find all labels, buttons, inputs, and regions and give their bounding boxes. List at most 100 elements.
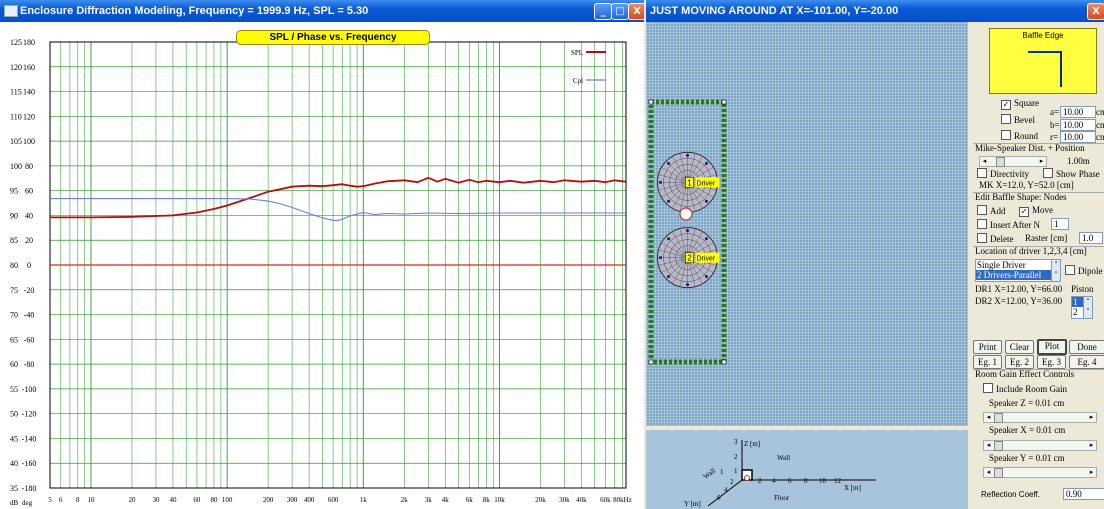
piston-spinner[interactable]: ˄ ˅ (1083, 296, 1093, 319)
speaker-x-slider[interactable]: ◂ ▸ (983, 440, 1097, 451)
example-4-button[interactable]: Eg. 4 (1069, 355, 1104, 369)
speaker-y-slider[interactable]: ◂ ▸ (983, 467, 1097, 478)
slider-thumb[interactable] (994, 413, 1003, 423)
baffle-node[interactable] (721, 359, 727, 365)
a-input[interactable]: 10.00 (1060, 106, 1096, 118)
x-tick-label: 30 (152, 496, 160, 504)
round-option[interactable]: Round (1001, 130, 1038, 141)
done-button[interactable]: Done (1069, 340, 1104, 354)
insert-after-option[interactable]: Insert After N (977, 219, 1040, 230)
baffle-outline[interactable] (648, 99, 727, 365)
slider-thumb[interactable] (994, 468, 1003, 478)
baffle-drawing-canvas[interactable]: 1 Driver 2 Driver (646, 22, 968, 426)
reflection-label: Reflection Coeff. (981, 490, 1040, 499)
move-node-option[interactable]: ✓ Move (1019, 205, 1053, 217)
baffle-node[interactable] (648, 99, 654, 105)
mike-speaker-label: Mike-Speaker Dist. + Position (975, 143, 1085, 153)
x-tick-label: 80kHz (613, 496, 632, 504)
piston-option-selected[interactable]: 1 (1072, 297, 1083, 307)
reflection-input[interactable]: 0.90 (1063, 488, 1104, 500)
x-tick-label: 10 (87, 496, 95, 504)
baffle-node[interactable] (721, 99, 727, 105)
driver-spoke (666, 236, 688, 258)
add-node-option[interactable]: Add (977, 205, 1006, 216)
bevel-checkbox[interactable] (1001, 114, 1011, 124)
speaker-z-slider[interactable]: ◂ ▸ (983, 412, 1097, 423)
x-tick-label: 10k (494, 496, 505, 504)
driver-mode-option-selected[interactable]: 2 Drivers-Parallel (976, 270, 1051, 280)
delete-checkbox[interactable] (977, 233, 987, 243)
edit-nodes-label: Edit Baffle Shape: Nodes (975, 192, 1067, 202)
round-checkbox[interactable] (1001, 130, 1011, 140)
example-3-button[interactable]: Eg. 3 (1037, 355, 1066, 369)
right-title-bar[interactable]: JUST MOVING AROUND AT X=-101.00, Y=-20.0… (646, 0, 1104, 22)
slider-left-arrow[interactable]: ◂ (986, 413, 991, 421)
move-checkbox[interactable]: ✓ (1019, 207, 1029, 217)
insert-after-checkbox[interactable] (977, 219, 987, 229)
slider-thumb[interactable] (994, 441, 1003, 451)
insert-after-input[interactable]: 1 (1051, 218, 1069, 230)
square-checkbox[interactable]: ✓ (1001, 100, 1011, 110)
add-checkbox[interactable] (977, 205, 987, 215)
slider-thumb[interactable] (996, 157, 1005, 167)
directivity-option[interactable]: Directivity (977, 168, 1029, 179)
right-close-button[interactable]: X (1087, 3, 1104, 20)
example-2-button[interactable]: Eg. 2 (1005, 355, 1034, 369)
x-tick-label: 400 (304, 496, 315, 504)
slider-right-arrow[interactable]: ▸ (1089, 413, 1094, 421)
driver-number: 1 (687, 178, 692, 187)
example-1-button[interactable]: Eg. 1 (973, 355, 1002, 369)
dipole-checkbox[interactable] (1065, 265, 1075, 275)
distance-slider[interactable]: ◂ ▸ (979, 156, 1047, 167)
slider-right-arrow[interactable]: ▸ (1089, 468, 1094, 476)
r-input[interactable]: 10.00 (1060, 131, 1096, 143)
spl-phase-chart: 125 180 120 160 115 140 110 120 105 100 100 80 95 60 9… (0, 22, 644, 509)
slider-right-arrow[interactable]: ▸ (1039, 157, 1044, 165)
driver-mode-list[interactable]: Single Driver 2 Drivers-Parallel (975, 259, 1052, 282)
slider-left-arrow[interactable]: ◂ (986, 468, 991, 476)
edge-shape-side (1060, 51, 1062, 87)
minimize-button[interactable]: _ (594, 3, 612, 20)
bevel-option[interactable]: Bevel (1001, 114, 1035, 125)
clear-button[interactable]: Clear (1005, 340, 1034, 354)
x-unit-label: deg (22, 499, 33, 507)
slider-left-arrow[interactable]: ◂ (982, 157, 987, 165)
b-input[interactable]: 10.00 (1060, 119, 1096, 131)
a-unit: cm (1096, 107, 1104, 117)
speaker-z-label: Speaker Z = 0.01 cm (989, 398, 1065, 408)
raster-input[interactable]: 1.0 (1079, 232, 1103, 244)
piston-option[interactable]: 2 (1073, 307, 1078, 317)
left-window-title: Enclosure Diffraction Modeling, Frequenc… (20, 5, 369, 17)
driver-mode-spinner[interactable]: ˄ ˅ (1051, 259, 1061, 282)
microphone-marker[interactable] (679, 207, 693, 221)
square-option[interactable]: ✓ Square (1001, 98, 1039, 110)
dipole-option[interactable]: Dipole (1065, 265, 1103, 276)
delete-node-option[interactable]: Delete (977, 233, 1013, 244)
x-tick-label: 2k (401, 496, 409, 504)
maximize-button[interactable]: □ (611, 3, 629, 20)
b-unit: cm (1096, 120, 1104, 130)
driver-number: 2 (687, 254, 692, 263)
y-tick-deg: 160 (23, 63, 35, 72)
include-room-gain-option[interactable]: Include Room Gain (983, 383, 1067, 394)
close-button[interactable]: X (628, 3, 644, 20)
y-tick-db: 80 (10, 261, 18, 270)
show-phase-checkbox[interactable] (1043, 168, 1053, 178)
distance-value: 1.00m (1067, 156, 1090, 166)
y-tick-deg: 60 (25, 187, 33, 196)
include-room-gain-checkbox[interactable] (983, 383, 993, 393)
slider-right-arrow[interactable]: ▸ (1089, 441, 1094, 449)
print-button[interactable]: Print (973, 340, 1002, 354)
driver-mode-option[interactable]: Single Driver (977, 260, 1026, 270)
slider-left-arrow[interactable]: ◂ (986, 441, 991, 449)
left-title-bar[interactable]: Enclosure Diffraction Modeling, Frequenc… (0, 0, 644, 22)
directivity-checkbox[interactable] (977, 168, 987, 178)
y-unit-label: dB (10, 499, 19, 507)
show-phase-option[interactable]: Show Phase (1043, 168, 1100, 179)
y-tick-deg: -100 (22, 385, 37, 394)
baffle-node[interactable] (648, 359, 654, 365)
driver-bolt (704, 237, 708, 241)
y-tick-deg: 80 (25, 162, 33, 171)
x-tick-label: 8 (76, 496, 80, 504)
plot-button[interactable]: Plot (1037, 339, 1067, 355)
